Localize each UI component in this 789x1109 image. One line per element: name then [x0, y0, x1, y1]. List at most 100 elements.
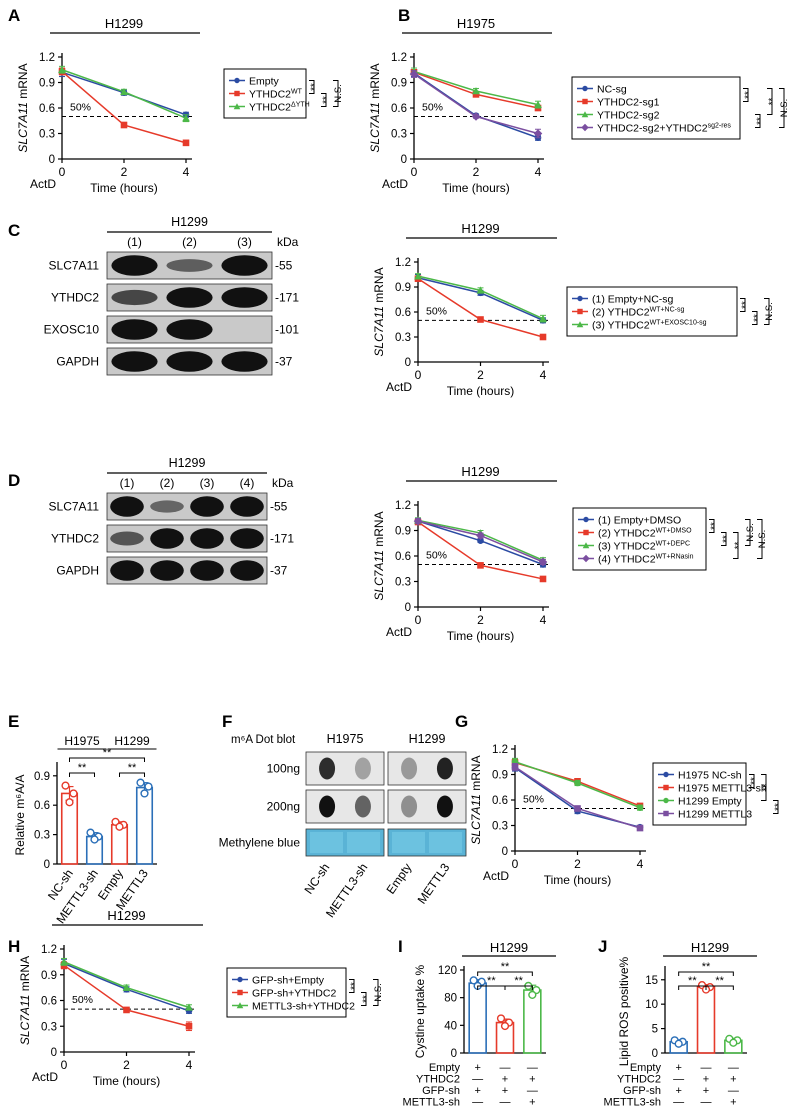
data-point [472, 91, 480, 98]
condition-value: — [472, 1074, 483, 1086]
condition-value: — [472, 1097, 483, 1109]
significance-bracket [773, 800, 779, 814]
replicate-point [140, 789, 149, 798]
data-point [409, 69, 419, 79]
significance-bracket [321, 93, 327, 107]
dot [436, 757, 453, 780]
significance-label: ** [103, 747, 112, 759]
data-point [413, 516, 423, 526]
dot [319, 757, 336, 780]
legend-box [566, 286, 738, 337]
legend-label: (2) YTHDC2WT+NC-sg [592, 306, 684, 318]
significance-label: ** [514, 975, 523, 987]
blot-band [221, 255, 268, 276]
significance-label: ** [361, 995, 372, 1003]
significance-label: ** [309, 83, 320, 91]
legend-label: GFP-sh+YTHDC2 [252, 987, 336, 999]
data-point [539, 333, 547, 341]
significance-bracket [477, 971, 533, 976]
data-point [236, 1002, 244, 1009]
x-tick-label: 2 [123, 1058, 130, 1072]
panel-letter-a: A [8, 6, 20, 25]
fifty-percent-label: 50% [426, 305, 447, 317]
legend-label: (1) Empty+NC-sg [592, 293, 674, 305]
dot [354, 757, 371, 780]
x-tick-label: 0 [512, 857, 519, 871]
western-blot-c: H1299 (1) (2) (3) kDa SLC7A11 -55 YTHDC2 -171 EXO… [44, 215, 299, 376]
significance-bracket [745, 519, 751, 546]
x-axis-label: Time (hours) [90, 181, 158, 195]
actd-label: ActD [386, 625, 412, 639]
legend-label: NC-sg [597, 83, 627, 95]
blot-band [221, 351, 268, 372]
bar [135, 786, 154, 865]
y-axis-label: Cystine uptake % [413, 964, 427, 1058]
y-tick-label: 1.2 [39, 52, 55, 64]
x-category-label: NC-sh [301, 861, 332, 897]
blot-title: H1299 [171, 215, 208, 229]
y-tick-label: 80 [444, 993, 457, 1005]
dot-blot-strip [387, 751, 467, 786]
y-tick-label: 0.3 [395, 577, 411, 589]
condition-value: — [728, 1062, 739, 1074]
blot-title: H1299 [169, 456, 206, 470]
condition-value: + [529, 1097, 535, 1109]
legend-label: (1) Empty+DMSO [598, 514, 681, 526]
data-point [182, 114, 190, 122]
chart-title: H1299 [461, 221, 499, 236]
replicate-point [469, 976, 478, 985]
significance-bracket [743, 88, 749, 102]
data-point [233, 103, 241, 110]
data-point [538, 557, 548, 567]
dot-blot-strip [305, 789, 385, 824]
blot-band [230, 560, 264, 581]
significance-bracket [309, 80, 315, 94]
fifty-percent-label: 50% [426, 550, 447, 562]
data-point [122, 983, 131, 991]
data-point [663, 810, 669, 817]
bar [523, 989, 542, 1054]
data-point [582, 98, 588, 105]
significance-bracket [721, 532, 727, 546]
y-tick-label: 0.3 [395, 332, 411, 344]
y-tick-label: 0.9 [41, 970, 57, 982]
x-axis-label: Time (hours) [447, 629, 515, 643]
data-point [574, 779, 581, 787]
condition-label: YTHDC2 [617, 1074, 661, 1086]
blot-band [110, 496, 144, 517]
legend-label: H1975 METTL3-sh [678, 782, 767, 794]
y-tick-label: 0.6 [41, 996, 57, 1008]
data-point [237, 989, 243, 996]
data-point [636, 824, 644, 832]
dot-blot-row-label: Methylene blue [219, 836, 301, 850]
significance-label: ** [349, 982, 360, 990]
significance-label: ** [702, 961, 711, 973]
legend-label: (4) YTHDC2WT+RNasin [598, 553, 694, 565]
dot-blot-row-label: 200ng [267, 800, 300, 814]
actd-label: ActD [30, 177, 56, 191]
y-tick-label: 1.2 [492, 744, 508, 756]
fifty-percent-label: 50% [523, 794, 544, 806]
significance-bracket [69, 757, 145, 762]
legend-label: H1299 Empty [678, 795, 742, 807]
replicate-point [90, 835, 99, 844]
lane-label: (4) [240, 476, 255, 490]
y-tick-label: 1.2 [391, 52, 407, 64]
condition-grid-j: Empty + — —YTHDC2— + +GFP-sh + + —METTL3-sh — — + [604, 1062, 739, 1109]
significance-bracket [709, 519, 715, 533]
dot [401, 795, 418, 818]
chart-title: H1299 [461, 464, 499, 479]
significance-bracket [333, 80, 339, 107]
significance-bracket [733, 532, 739, 559]
data-point [185, 1003, 193, 1011]
x-category-label: Empty [383, 861, 414, 897]
x-tick-label: 0 [411, 165, 418, 179]
ylabel-unit: mRNA [368, 63, 382, 102]
condition-label: METTL3-sh [604, 1097, 661, 1109]
data-point [533, 129, 543, 138]
methylene-blue-spot [347, 832, 380, 853]
significance-bracket [761, 774, 767, 801]
blot-band [111, 255, 158, 276]
y-axis-label: SLC7A11 mRNA [372, 511, 386, 600]
condition-label: Empty [429, 1062, 461, 1074]
